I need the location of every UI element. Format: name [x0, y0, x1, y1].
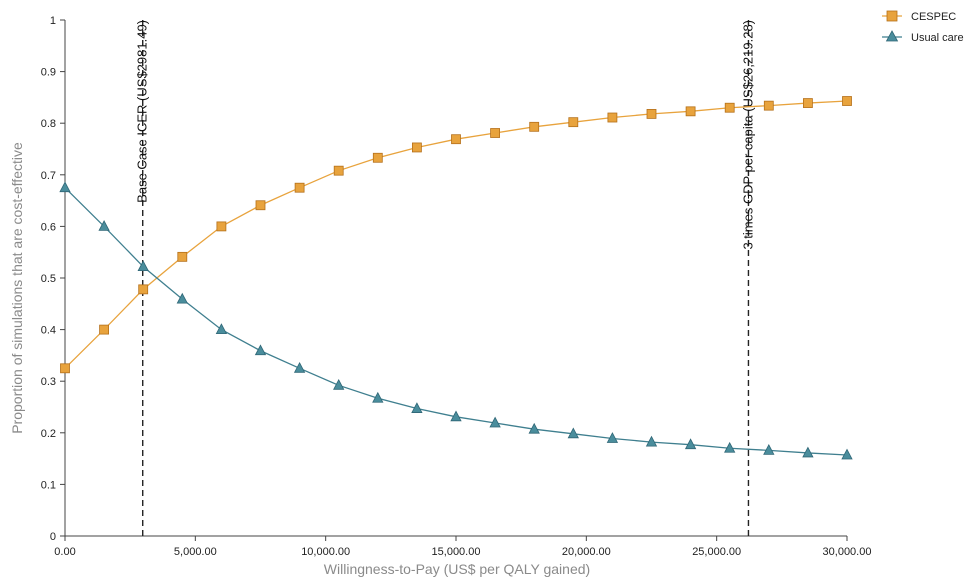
- data-point: [59, 181, 71, 193]
- x-tick-label: 25,000.00: [692, 546, 741, 558]
- data-point: [685, 106, 696, 117]
- data-point: [802, 446, 814, 458]
- data-point: [293, 361, 306, 373]
- data-point: [372, 152, 383, 163]
- data-point: [333, 165, 344, 176]
- data-point: [138, 284, 149, 295]
- series-cespec: [60, 96, 852, 374]
- legend-marker-usual-care: [885, 30, 899, 42]
- data-point: [411, 402, 423, 413]
- data-point: [177, 251, 188, 262]
- data-point: [294, 182, 305, 193]
- axes: 0 0.1 0.2 0.3 0.4 0.5 0.6 0.7 0.8 0.9 1 0.00 5,000.…: [41, 15, 872, 558]
- data-point: [763, 100, 774, 111]
- data-point: [98, 220, 110, 231]
- data-point: [411, 142, 422, 153]
- reference-line-label: Base Case ICER (US$2981.49): [135, 20, 150, 203]
- x-axis-title: Willingness-to-Pay (US$ per QALY gained): [324, 561, 590, 577]
- y-tick-label: 0: [50, 531, 56, 543]
- data-point: [763, 443, 775, 455]
- data-point: [450, 410, 462, 422]
- y-tick-label: 0.3: [41, 376, 56, 388]
- x-tick-label: 30,000.00: [823, 546, 872, 558]
- data-point: [137, 260, 149, 272]
- data-point: [255, 200, 266, 211]
- data-point: [803, 98, 813, 108]
- y-tick-label: 0.9: [41, 67, 56, 79]
- data-point: [841, 448, 853, 460]
- x-tick-label: 15,000.00: [432, 546, 481, 558]
- data-point: [606, 432, 619, 443]
- y-tick-label: 0.8: [41, 118, 56, 130]
- data-point: [176, 292, 188, 304]
- x-ticks: 0.00 5,000.00 10,000.00 15,000.00 20,000.00 2…: [54, 536, 871, 558]
- reference-lines: Base Case ICER (US$2981.49) 3 times GDP p…: [135, 20, 755, 536]
- data-point: [254, 344, 267, 356]
- reference-line-label: 3 times GDP per capita (US$26,219.28): [740, 20, 755, 250]
- y-ticks: 0 0.1 0.2 0.3 0.4 0.5 0.6 0.7 0.8 0.9 1: [41, 15, 65, 543]
- data-point: [684, 438, 697, 450]
- legend-label-usual-care: Usual care: [911, 32, 964, 44]
- y-tick-label: 0.7: [41, 170, 56, 182]
- x-tick-label: 20,000.00: [562, 546, 611, 558]
- data-point: [645, 435, 658, 447]
- data-point: [724, 441, 736, 453]
- data-point: [568, 117, 579, 128]
- data-point: [646, 109, 657, 119]
- data-point: [724, 102, 735, 113]
- y-tick-label: 1: [50, 15, 56, 27]
- series-layer: [59, 96, 853, 460]
- data-point: [490, 128, 501, 138]
- data-point: [216, 221, 227, 232]
- legend-marker-cespec: [886, 10, 898, 22]
- data-point: [333, 378, 345, 390]
- legend-item-cespec: CESPEC: [882, 10, 956, 23]
- legend: CESPEC Usual care: [882, 10, 964, 44]
- data-point: [215, 323, 228, 335]
- x-tick-label: 0.00: [54, 546, 75, 558]
- series-usual-care: [59, 181, 853, 460]
- x-tick-label: 5,000.00: [174, 546, 217, 558]
- data-point: [372, 391, 384, 403]
- y-tick-label: 0.2: [41, 428, 56, 440]
- legend-item-usual-care: Usual care: [882, 30, 964, 44]
- y-tick-label: 0.1: [41, 479, 56, 491]
- legend-label-cespec: CESPEC: [911, 11, 956, 23]
- y-axis-title: Proportion of simulations that are cost-…: [9, 142, 25, 434]
- data-point: [567, 427, 579, 439]
- data-point: [607, 112, 618, 123]
- data-point: [99, 324, 109, 335]
- y-tick-label: 0.4: [41, 325, 56, 337]
- y-tick-label: 0.5: [41, 273, 56, 285]
- data-point: [842, 96, 852, 106]
- data-point: [489, 416, 501, 428]
- data-point: [528, 422, 540, 434]
- data-point: [60, 363, 70, 374]
- data-point: [451, 134, 461, 145]
- data-point: [529, 121, 540, 132]
- x-tick-label: 10,000.00: [301, 546, 350, 558]
- y-tick-label: 0.6: [41, 221, 56, 233]
